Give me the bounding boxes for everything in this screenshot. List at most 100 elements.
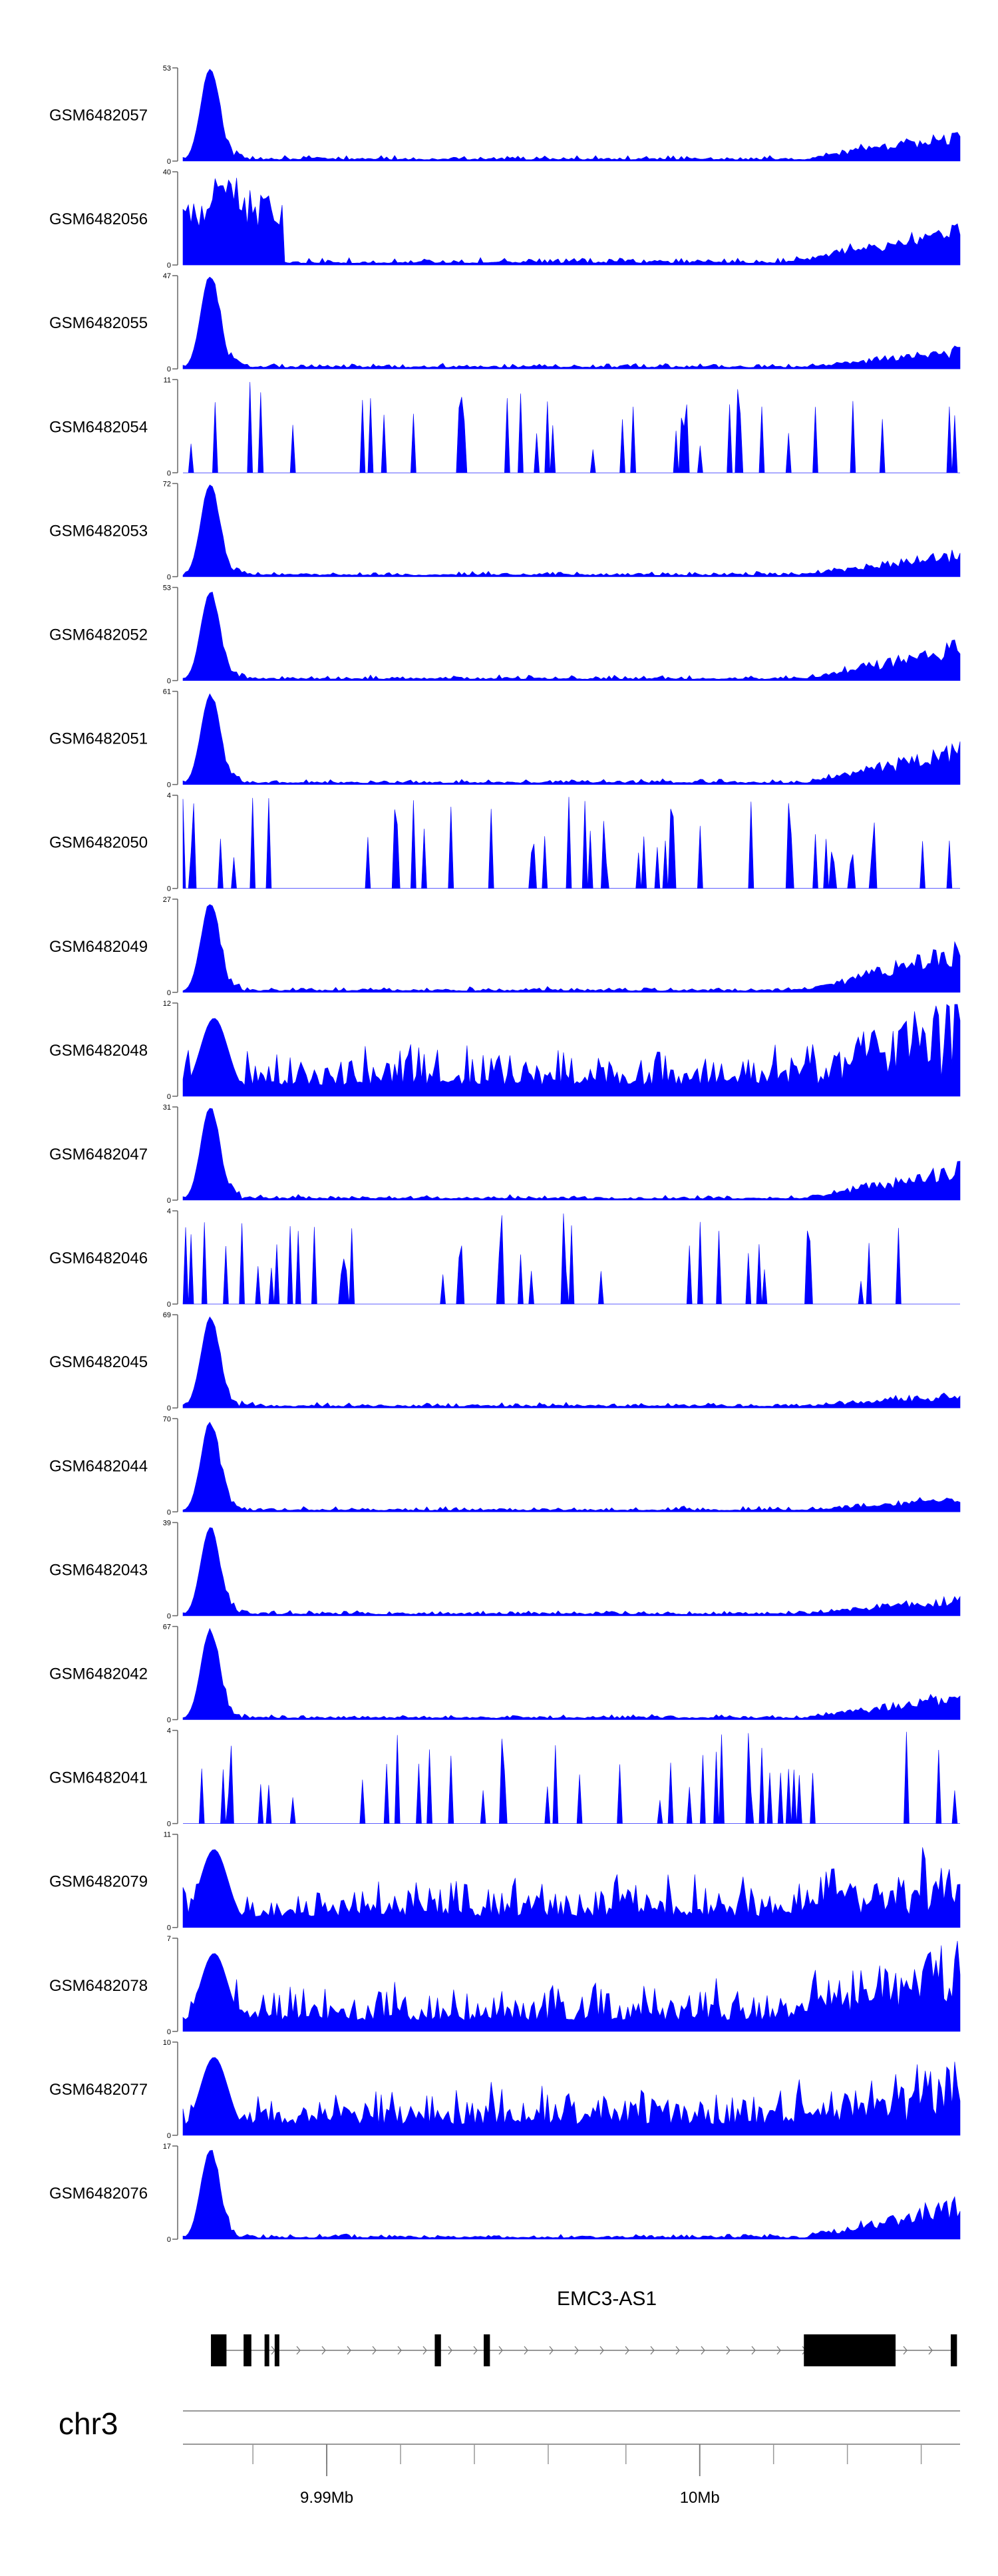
track-GSM6482044: GSM6482044 70 0	[49, 1415, 961, 1516]
exon-block	[434, 2334, 441, 2366]
strand-arrow-icon	[498, 2346, 503, 2355]
track-label: GSM6482042	[49, 1665, 148, 1683]
coverage-area	[182, 1213, 960, 1305]
y-axis-max-label: 53	[163, 65, 171, 73]
coverage-area	[182, 69, 961, 162]
y-axis-min-label: 0	[167, 365, 171, 373]
y-axis-max-label: 4	[167, 1207, 171, 1215]
track-GSM6482056: GSM6482056 40 0	[49, 168, 961, 270]
exon-block	[484, 2334, 490, 2366]
track-label: GSM6482055	[49, 314, 148, 332]
strand-arrow-icon	[625, 2346, 629, 2355]
coverage-area	[183, 381, 960, 473]
coverage-area	[182, 1940, 961, 2032]
y-axis-max-label: 11	[164, 1831, 171, 1839]
track-GSM6482057: GSM6482057 53 0	[49, 65, 961, 166]
y-axis-min-label: 0	[167, 1404, 171, 1412]
y-axis-min-label: 0	[167, 1924, 171, 1932]
track-GSM6482055: GSM6482055 47 0	[49, 272, 961, 373]
exon-block	[211, 2334, 227, 2366]
track-label: GSM6482041	[49, 1769, 148, 1787]
y-axis-min-label: 0	[167, 469, 171, 477]
track-GSM6482047: GSM6482047 31 0	[49, 1104, 961, 1205]
coverage-area	[182, 178, 961, 266]
y-axis-min-label: 0	[167, 573, 171, 581]
track-label: GSM6482057	[49, 107, 148, 124]
y-axis-max-label: 27	[163, 896, 171, 904]
strand-arrow-icon	[650, 2346, 655, 2355]
track-label: GSM6482050	[49, 834, 148, 852]
y-axis-min-label: 0	[167, 1508, 171, 1516]
coverage-area	[182, 2150, 961, 2240]
track-GSM6482052: GSM6482052 53 0	[49, 584, 961, 686]
strand-arrow-icon	[928, 2346, 933, 2355]
track-label: GSM6482056	[49, 210, 148, 228]
y-axis-min-label: 0	[167, 781, 171, 789]
track-GSM6482043: GSM6482043 39 0	[49, 1519, 961, 1620]
strand-arrow-icon	[321, 2346, 326, 2355]
track-GSM6482046: GSM6482046 4 0	[49, 1207, 960, 1309]
strand-arrow-icon	[549, 2346, 554, 2355]
coverage-area	[182, 797, 960, 889]
y-axis-min-label: 0	[167, 262, 171, 270]
track-GSM6482045: GSM6482045 69 0	[49, 1311, 961, 1412]
strand-arrow-icon	[524, 2346, 528, 2355]
y-axis-max-label: 70	[163, 1415, 171, 1423]
y-axis-min-label: 0	[167, 2132, 171, 2140]
track-label: GSM6482048	[49, 1042, 148, 1060]
coverage-area	[182, 1004, 961, 1097]
track-GSM6482078: GSM6482078 7 0	[49, 1935, 961, 2036]
track-label: GSM6482049	[49, 938, 148, 956]
gene-annotation-track: EMC3-AS1	[211, 2288, 957, 2366]
strand-arrow-icon	[574, 2346, 579, 2355]
exon-block	[804, 2334, 896, 2366]
y-axis-max-label: 72	[163, 480, 171, 488]
chromosome-label: chr3	[59, 2406, 118, 2441]
coverage-area	[182, 592, 961, 681]
strand-arrow-icon	[726, 2346, 731, 2355]
y-axis-min-label: 0	[167, 1093, 171, 1101]
y-axis-max-label: 61	[163, 688, 171, 696]
y-axis-max-label: 4	[167, 1727, 171, 1735]
coverage-area	[182, 1627, 961, 1720]
track-label: GSM6482045	[49, 1353, 148, 1371]
strand-arrow-icon	[347, 2346, 351, 2355]
axis-tick-label: 10Mb	[680, 2489, 720, 2507]
track-GSM6482079: GSM6482079 11 0	[49, 1831, 961, 1932]
axis-tick-label: 9.99Mb	[300, 2489, 353, 2507]
track-GSM6482048: GSM6482048 12 0	[49, 1000, 961, 1101]
y-axis-max-label: 31	[163, 1104, 171, 1112]
y-axis-min-label: 0	[167, 2028, 171, 2036]
track-label: GSM6482047	[49, 1146, 148, 1164]
track-label: GSM6482054	[49, 418, 148, 436]
track-GSM6482054: GSM6482054 11 0	[49, 376, 960, 477]
genome-axis: chr3 9.99Mb 10Mb	[59, 2406, 960, 2507]
strand-arrow-icon	[473, 2346, 478, 2355]
y-axis-max-label: 7	[167, 1935, 171, 1943]
y-axis-min-label: 0	[167, 158, 171, 166]
strand-arrow-icon	[776, 2346, 781, 2355]
coverage-area	[182, 904, 961, 993]
y-axis-min-label: 0	[167, 885, 171, 893]
y-axis-max-label: 17	[163, 2143, 171, 2151]
track-GSM6482041: GSM6482041 4 0	[49, 1727, 960, 1828]
strand-arrow-icon	[448, 2346, 452, 2355]
y-axis-min-label: 0	[167, 989, 171, 997]
strand-arrow-icon	[751, 2346, 756, 2355]
y-axis-max-label: 39	[163, 1519, 171, 1527]
strand-arrow-icon	[701, 2346, 705, 2355]
coverage-area	[183, 1731, 960, 1824]
y-axis-max-label: 53	[163, 584, 171, 592]
coverage-tracks: GSM6482057530GSM6482056400GSM6482055470G…	[49, 65, 961, 2244]
track-label: GSM6482046	[49, 1249, 148, 1267]
track-label: GSM6482044	[49, 1457, 148, 1475]
coverage-area	[182, 1847, 961, 1928]
y-axis-max-label: 47	[163, 272, 171, 280]
y-axis-max-label: 12	[163, 1000, 171, 1008]
strand-arrow-icon	[397, 2346, 402, 2355]
track-GSM6482053: GSM6482053 72 0	[49, 480, 961, 581]
y-axis-min-label: 0	[167, 1301, 171, 1309]
track-label: GSM6482076	[49, 2185, 148, 2203]
exon-block	[950, 2334, 957, 2366]
